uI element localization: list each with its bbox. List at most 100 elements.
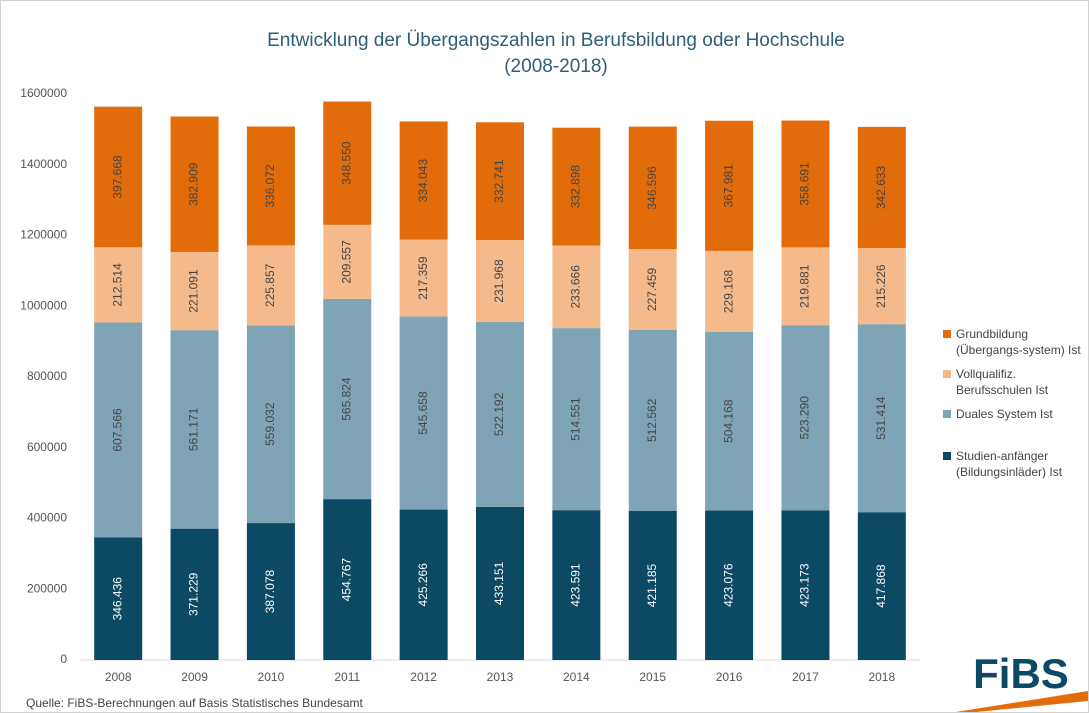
bar-segment [170,330,219,529]
bar-segment [628,511,677,660]
data-label: 382.909 [187,162,201,206]
y-tick-label: 1600000 [20,86,67,100]
data-label: 561.171 [187,407,201,451]
data-label: 425.266 [416,563,430,607]
data-label: 607.566 [110,408,124,452]
data-label: 531.414 [874,396,888,440]
bar-segment [857,324,906,513]
bar-segment [628,249,677,330]
bar-segment [552,245,601,329]
data-label: 219.881 [798,264,812,308]
x-tick-label: 2015 [639,670,666,684]
bar-segment [857,126,906,249]
bar-segment [323,499,372,660]
bar-segment [170,251,219,331]
legend-item: Grundbildung (Übergangs-system) Ist [943,326,1083,358]
x-tick-label: 2008 [105,670,132,684]
bar-segment [705,250,754,332]
y-tick-label: 1200000 [20,228,67,242]
bar-segment [94,322,143,538]
data-label: 229.168 [721,269,735,313]
bar-segment [399,239,448,317]
bar-segment [705,120,754,251]
bar-segment [781,510,830,660]
data-label: 346.596 [645,166,659,210]
data-label: 227.459 [645,267,659,311]
source: Quelle: FiBS-Berechnungen auf Basis Stat… [26,696,364,710]
y-tick-label: 600000 [27,440,67,454]
data-label: 433.151 [492,561,506,605]
legend-item: Vollqualifiz. Berufsschulen Ist [943,366,1083,398]
data-label: 209.557 [339,240,353,284]
bar-segment [94,537,143,660]
bar-segment [399,316,448,510]
x-tick-label: 2018 [868,670,895,684]
bar-segment [323,298,372,500]
bar-segment [323,224,372,299]
data-label: 514.551 [569,397,583,441]
x-tick-label: 2009 [181,670,208,684]
bar-segment [476,322,524,507]
data-label: 522.192 [492,392,506,436]
bar-segment [781,247,830,326]
y-tick-label: 400000 [27,511,67,525]
data-label: 504.168 [721,399,735,443]
legend-swatch [943,410,951,418]
x-tick-label: 2014 [563,670,590,684]
data-label: 215.226 [874,264,888,308]
bar-segment [246,523,295,660]
data-label: 332.898 [569,165,583,209]
data-label: 421.185 [645,563,659,607]
chart-subtitle: (2008-2018) [504,56,608,77]
bar-segment [705,331,754,511]
data-label: 231.968 [492,259,506,303]
data-label: 212.514 [110,263,124,307]
bar-segment [705,510,754,660]
data-label: 397.668 [110,155,124,199]
data-label: 387.078 [263,570,277,614]
data-label: 523.290 [798,396,812,440]
legend-item: Studien-anfänger (Bildungsinläder) Ist [943,448,1083,480]
data-label: 454.767 [339,558,353,602]
y-tick-label: 1400000 [20,157,67,171]
bar-segment [552,127,601,246]
bar-segment [781,325,830,511]
data-label: 423.076 [721,563,735,607]
legend-label: Duales System Ist [956,407,1053,421]
data-label: 371.229 [187,572,201,616]
data-label: 221.091 [187,269,201,313]
data-label: 565.824 [339,377,353,421]
logo-swoosh [956,691,1088,712]
x-tick-label: 2012 [410,670,437,684]
bar-segment [323,101,372,225]
bar-segment [246,325,295,524]
y-tick-label: 1000000 [20,298,67,312]
legend-item: Duales System Ist [943,406,1083,422]
data-label: 342.633 [874,165,888,209]
bar-segment [399,121,448,240]
bar-segment [628,329,677,512]
x-tick-label: 2016 [716,670,743,684]
y-tick-label: 200000 [27,581,67,595]
legend-label: Grundbildung (Übergangs-system) Ist [956,327,1081,357]
bar-segment [857,512,906,660]
x-tick-label: 2011 [334,670,360,684]
bar-segment [476,122,524,240]
data-label: 545.658 [416,391,430,435]
legend-label: Studien-anfänger (Bildungsinläder) Ist [956,449,1063,479]
bar-segment [781,120,830,248]
bar-segment [246,126,295,246]
x-tick-label: 2013 [487,670,514,684]
data-label: 332.741 [492,159,506,203]
data-label: 233.666 [569,265,583,309]
legend-swatch [943,452,951,460]
data-label: 225.857 [263,263,277,307]
data-label: 367.981 [721,164,735,208]
bar-segment [552,328,601,511]
data-label: 423.173 [798,563,812,607]
bar-segment [476,239,524,323]
data-label: 348.550 [339,141,353,185]
bar-segment [94,247,143,323]
